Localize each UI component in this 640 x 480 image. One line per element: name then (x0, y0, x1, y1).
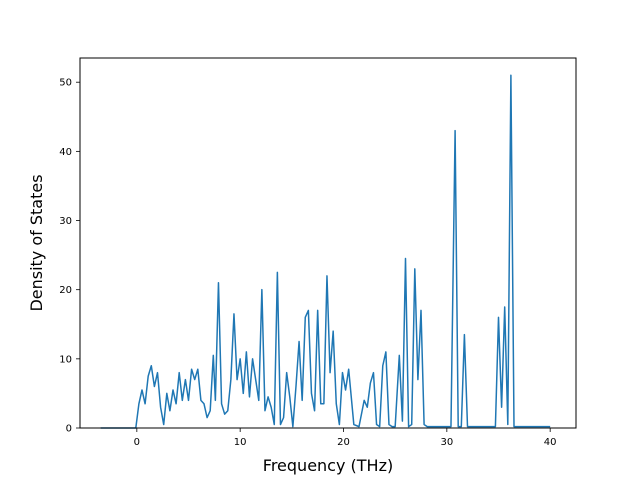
x-tick-label: 40 (544, 437, 557, 448)
y-tick-label: 20 (59, 285, 72, 296)
x-tick-label: 10 (234, 437, 247, 448)
y-tick-label: 10 (59, 354, 72, 365)
x-axis-label: Frequency (THz) (263, 456, 393, 475)
plot-area (100, 74, 551, 429)
x-axis: 0 10 20 30 40 (134, 428, 557, 448)
y-tick-label: 0 (66, 424, 72, 435)
y-tick-label: 50 (59, 78, 72, 89)
x-tick-label: 0 (134, 437, 140, 448)
y-axis: 0 10 20 30 40 50 (59, 78, 80, 435)
series-line (100, 74, 551, 429)
y-tick-label: 40 (59, 147, 72, 158)
y-axis-label: Density of States (27, 174, 46, 311)
x-tick-label: 30 (440, 437, 453, 448)
x-tick-label: 20 (337, 437, 350, 448)
axes-frame (79, 57, 577, 429)
y-tick-label: 30 (59, 216, 72, 227)
